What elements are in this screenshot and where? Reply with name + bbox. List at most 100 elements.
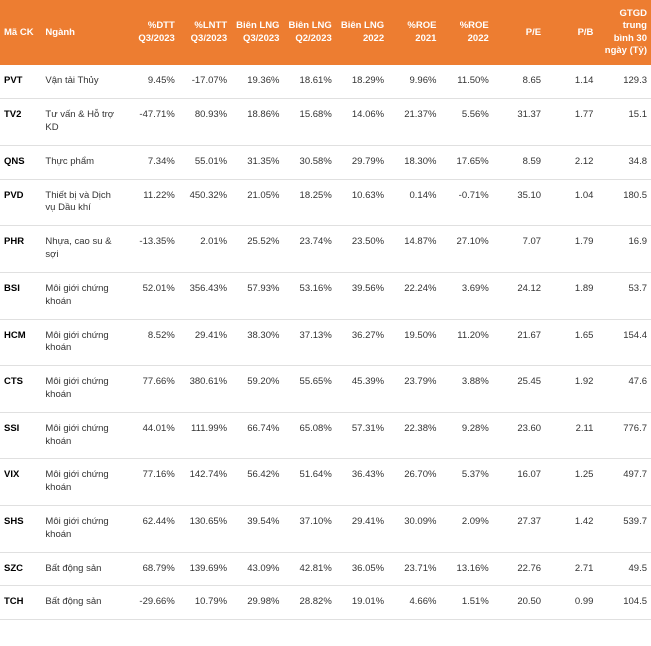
cell-gtgd: 180.5 [597,179,651,226]
cell-pb: 2.12 [545,145,597,179]
cell-blng_2022: 36.05% [336,552,388,586]
cell-roe22: 11.50% [440,65,492,98]
cell-dtt: 9.45% [126,65,178,98]
cell-sector: Môi giới chứng khoán [41,506,126,553]
table-header: Mã CKNgành%DTT Q3/2023%LNTT Q3/2023Biên … [0,0,651,65]
cell-blng_q3: 59.20% [231,366,283,413]
cell-sector: Vận tải Thủy [41,65,126,98]
cell-pe: 16.07 [493,459,545,506]
cell-roe22: 5.37% [440,459,492,506]
cell-code: PVT [0,65,41,98]
cell-blng_2022: 39.56% [336,272,388,319]
cell-dtt: 77.16% [126,459,178,506]
cell-blng_q2: 51.64% [283,459,335,506]
cell-dtt: -47.71% [126,99,178,146]
col-header-sector: Ngành [41,0,126,65]
cell-sector: Môi giới chứng khoán [41,412,126,459]
cell-gtgd: 34.8 [597,145,651,179]
cell-roe22: 1.51% [440,586,492,620]
cell-blng_q2: 23.74% [283,226,335,273]
cell-blng_2022: 14.06% [336,99,388,146]
cell-gtgd: 16.9 [597,226,651,273]
cell-roe21: 30.09% [388,506,440,553]
col-header-gtgd: GTGD trung bình 30 ngày (Tỷ) [597,0,651,65]
cell-dtt: 8.52% [126,319,178,366]
cell-sector: Tư vấn & Hỗ trợ KD [41,99,126,146]
table-body: PVTVận tải Thủy9.45%-17.07%19.36%18.61%1… [0,65,651,619]
cell-gtgd: 776.7 [597,412,651,459]
col-header-roe22: %ROE 2022 [440,0,492,65]
cell-roe21: 14.87% [388,226,440,273]
cell-code: SHS [0,506,41,553]
col-header-lntt: %LNTT Q3/2023 [179,0,231,65]
col-header-pb: P/B [545,0,597,65]
cell-code: PVD [0,179,41,226]
cell-code: TCH [0,586,41,620]
cell-blng_q3: 29.98% [231,586,283,620]
cell-blng_q2: 18.25% [283,179,335,226]
cell-dtt: 62.44% [126,506,178,553]
cell-blng_q3: 18.86% [231,99,283,146]
col-header-blng_q3: Biên LNG Q3/2023 [231,0,283,65]
cell-sector: Bất động sản [41,586,126,620]
col-header-roe21: %ROE 2021 [388,0,440,65]
cell-pb: 1.92 [545,366,597,413]
cell-blng_q3: 21.05% [231,179,283,226]
cell-roe21: 26.70% [388,459,440,506]
cell-gtgd: 49.5 [597,552,651,586]
cell-roe21: 0.14% [388,179,440,226]
cell-code: PHR [0,226,41,273]
cell-roe22: 3.69% [440,272,492,319]
cell-blng_q3: 19.36% [231,65,283,98]
table-row: HCMMôi giới chứng khoán8.52%29.41%38.30%… [0,319,651,366]
cell-roe22: 2.09% [440,506,492,553]
cell-roe21: 19.50% [388,319,440,366]
cell-sector: Môi giới chứng khoán [41,272,126,319]
table-row: VIXMôi giới chứng khoán77.16%142.74%56.4… [0,459,651,506]
cell-blng_2022: 45.39% [336,366,388,413]
cell-blng_q3: 56.42% [231,459,283,506]
cell-gtgd: 539.7 [597,506,651,553]
cell-roe21: 21.37% [388,99,440,146]
cell-code: QNS [0,145,41,179]
cell-roe21: 22.24% [388,272,440,319]
cell-pe: 20.50 [493,586,545,620]
cell-pe: 27.37 [493,506,545,553]
cell-blng_q2: 53.16% [283,272,335,319]
cell-roe22: 5.56% [440,99,492,146]
cell-roe22: -0.71% [440,179,492,226]
cell-blng_2022: 36.27% [336,319,388,366]
col-header-dtt: %DTT Q3/2023 [126,0,178,65]
cell-lntt: -17.07% [179,65,231,98]
table-row: PVDThiết bị và Dịch vụ Dầu khí11.22%450.… [0,179,651,226]
cell-sector: Nhựa, cao su & sợi [41,226,126,273]
cell-roe21: 9.96% [388,65,440,98]
cell-lntt: 10.79% [179,586,231,620]
cell-roe21: 23.71% [388,552,440,586]
cell-code: SSI [0,412,41,459]
cell-lntt: 139.69% [179,552,231,586]
cell-pe: 7.07 [493,226,545,273]
cell-roe21: 4.66% [388,586,440,620]
cell-blng_q3: 38.30% [231,319,283,366]
cell-sector: Môi giới chứng khoán [41,366,126,413]
col-header-blng_2022: Biên LNG 2022 [336,0,388,65]
financial-table: Mã CKNgành%DTT Q3/2023%LNTT Q3/2023Biên … [0,0,651,620]
cell-roe22: 13.16% [440,552,492,586]
cell-sector: Môi giới chứng khoán [41,459,126,506]
cell-blng_q3: 39.54% [231,506,283,553]
cell-pb: 1.25 [545,459,597,506]
cell-blng_q2: 37.10% [283,506,335,553]
table-row: CTSMôi giới chứng khoán77.66%380.61%59.2… [0,366,651,413]
cell-code: VIX [0,459,41,506]
cell-pb: 2.11 [545,412,597,459]
cell-dtt: 68.79% [126,552,178,586]
cell-blng_2022: 10.63% [336,179,388,226]
cell-blng_2022: 18.29% [336,65,388,98]
table-row: SHSMôi giới chứng khoán62.44%130.65%39.5… [0,506,651,553]
cell-blng_q2: 28.82% [283,586,335,620]
cell-blng_2022: 57.31% [336,412,388,459]
cell-pe: 8.65 [493,65,545,98]
cell-lntt: 80.93% [179,99,231,146]
cell-pb: 1.89 [545,272,597,319]
